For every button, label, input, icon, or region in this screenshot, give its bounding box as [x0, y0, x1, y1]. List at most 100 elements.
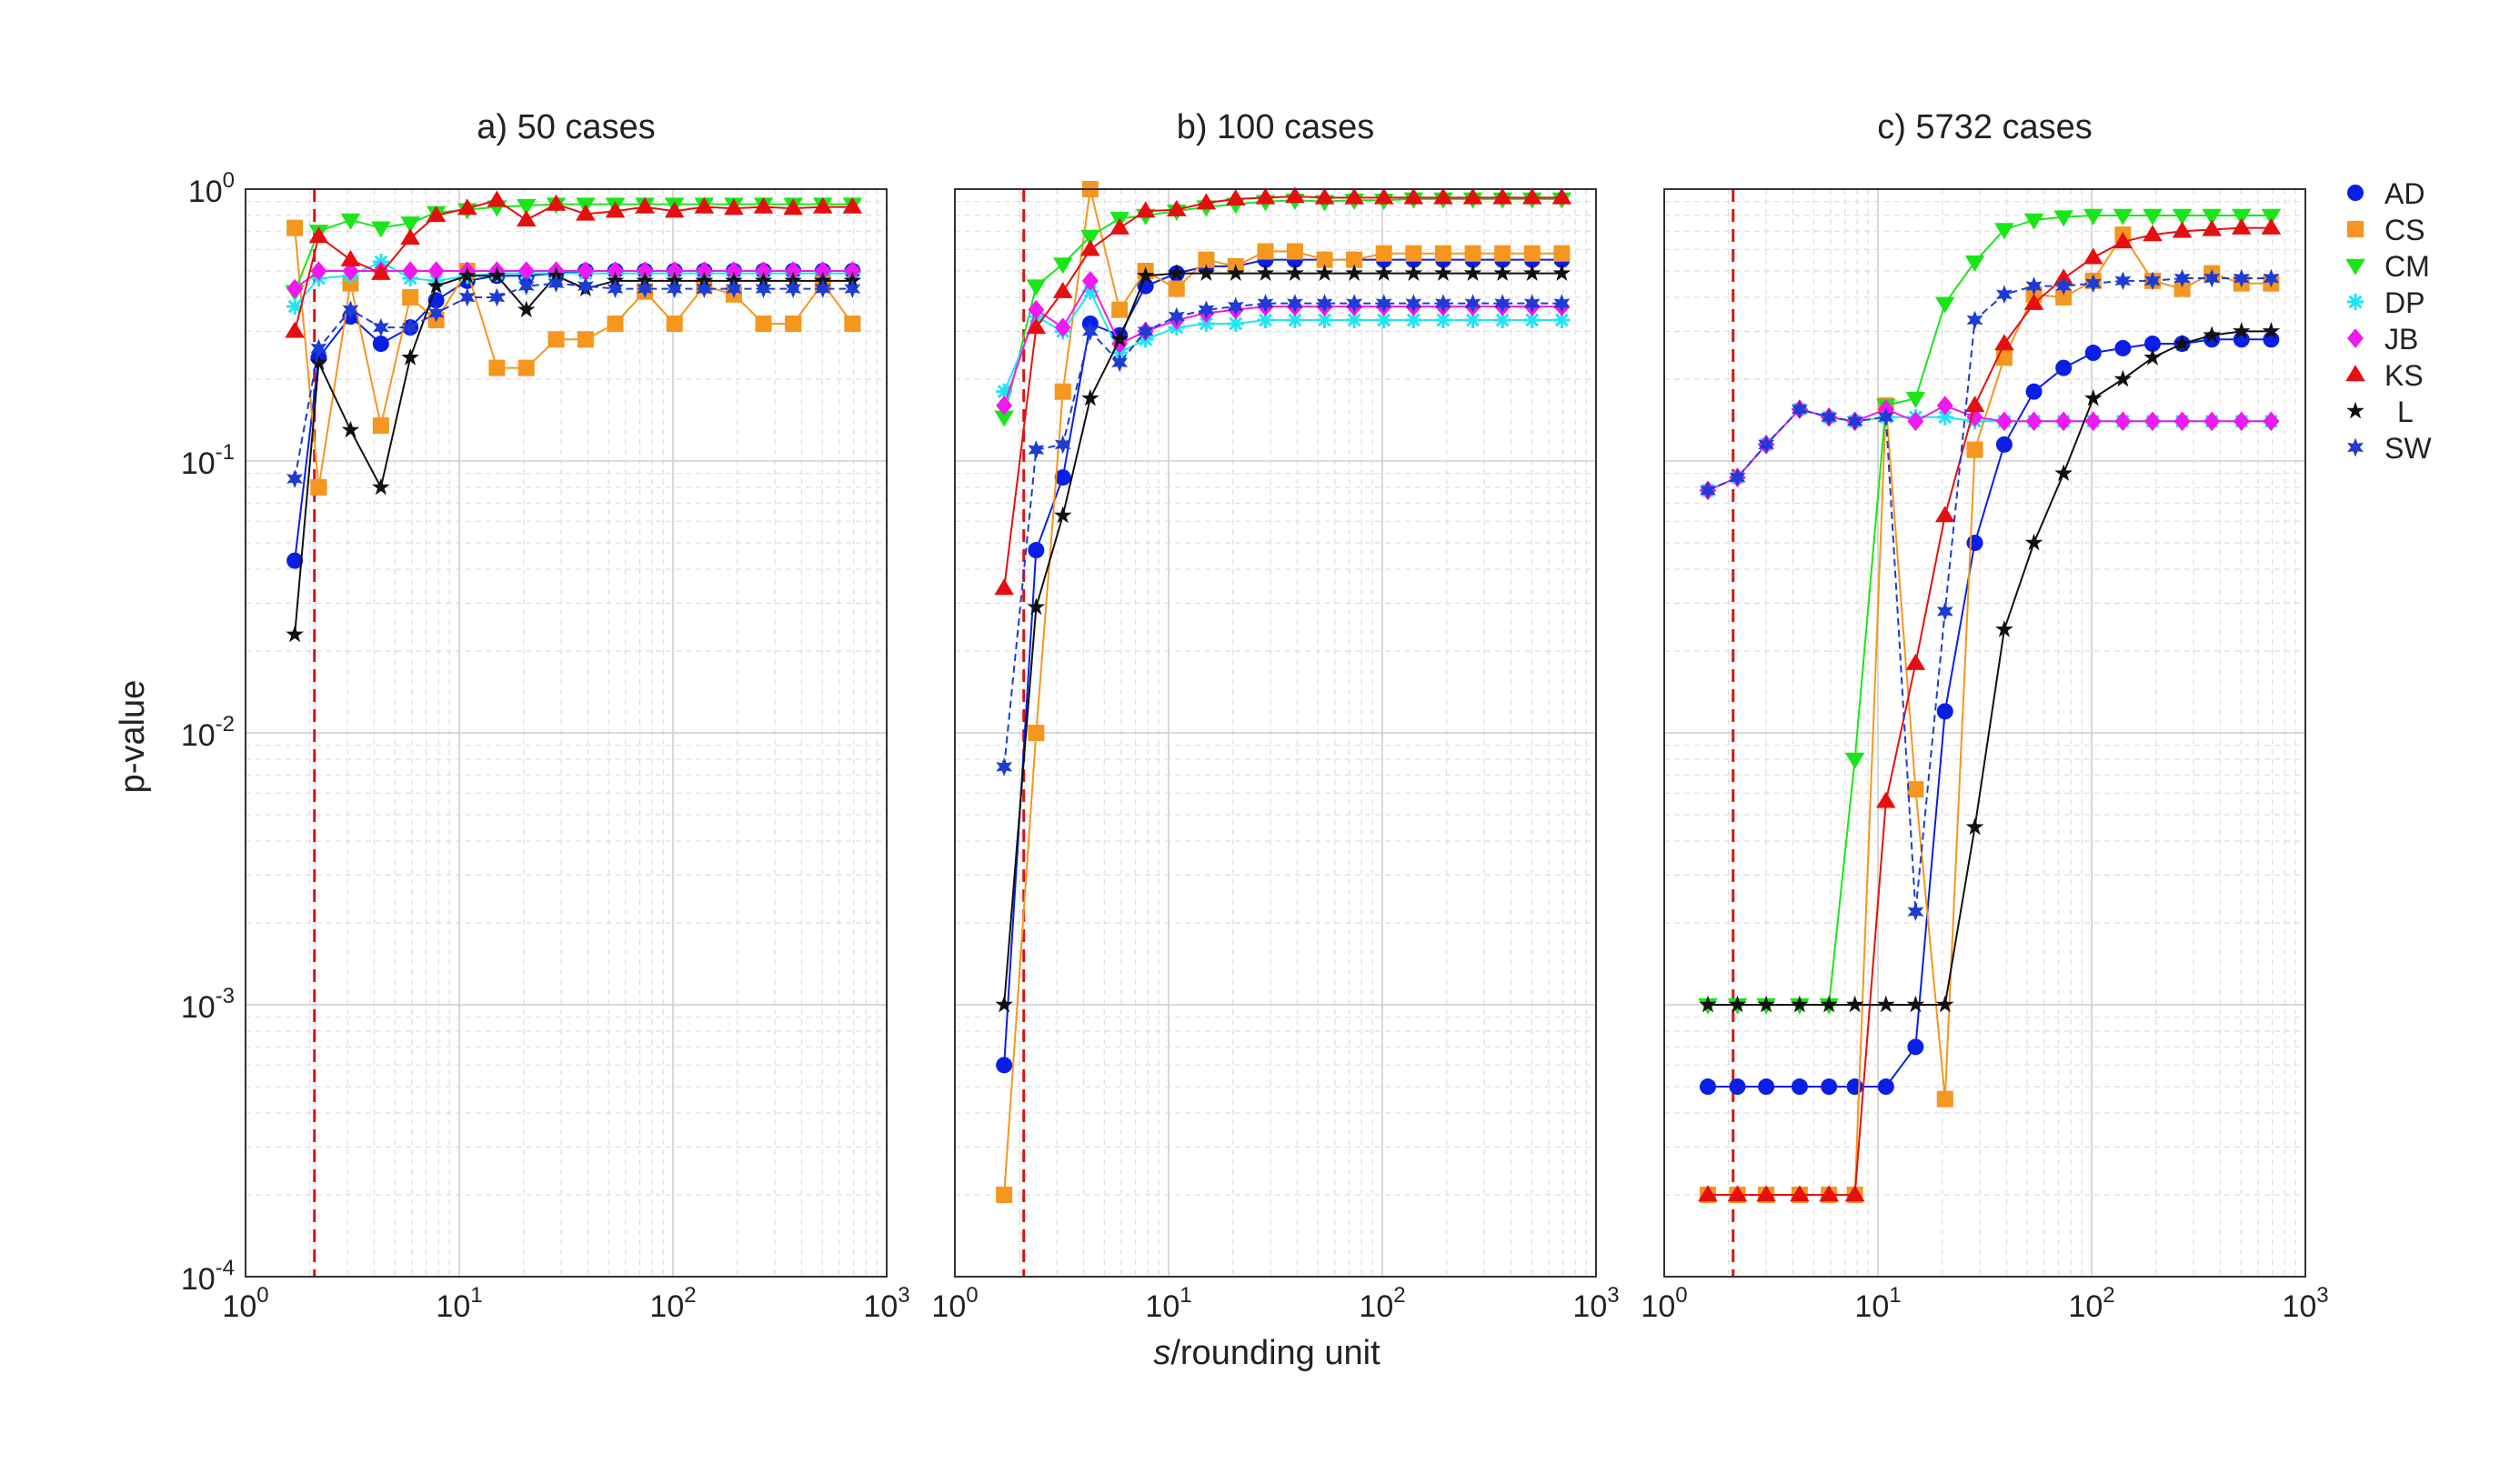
legend-marker-CS: [2347, 221, 2364, 237]
data-point-SW: [1995, 285, 2013, 305]
data-point-L: [1820, 995, 1838, 1013]
data-point-L: [341, 420, 360, 438]
data-point-L: [2024, 533, 2043, 551]
x-axis-label: s/rounding unit: [1153, 1334, 1380, 1372]
data-point-KS: [2143, 225, 2163, 242]
data-point-L: [1906, 995, 1925, 1013]
data-point-L: [1226, 264, 1245, 282]
data-point-CM: [2083, 208, 2103, 226]
legend-item-DP: DP: [2347, 286, 2425, 319]
x-tick-label: 102: [2068, 1283, 2114, 1324]
series-L: [995, 264, 1571, 1013]
series-SW: [1700, 268, 2280, 921]
data-point-JB: [2174, 411, 2191, 432]
data-point-CS: [577, 331, 594, 348]
data-point-CM: [371, 221, 391, 238]
data-point-JB: [2114, 411, 2132, 432]
data-point-SW: [1791, 399, 1808, 419]
series-line-AD: [1003, 258, 1562, 1066]
data-point-L: [401, 347, 419, 366]
data-point-AD: [2144, 336, 2161, 353]
data-point-CS: [607, 315, 624, 332]
data-point-DP: [1936, 408, 1953, 426]
y-tick-base: 10: [181, 990, 216, 1025]
legend-label: DP: [2384, 286, 2425, 319]
data-point-L: [1493, 264, 1511, 282]
y-tick-base: 10: [181, 446, 216, 481]
legend-label: KS: [2384, 359, 2424, 392]
data-point-L: [517, 300, 536, 318]
data-point-KS: [842, 196, 863, 214]
data-point-KS: [1255, 187, 1276, 205]
data-point-L: [1522, 264, 1541, 282]
data-point-SW: [1375, 294, 1392, 313]
data-point-CS: [666, 315, 683, 332]
x-tick-base: 10: [863, 1289, 898, 1324]
data-point-KS: [1790, 1185, 1810, 1202]
data-point-SW: [785, 279, 802, 298]
legend-item-CM: CM: [2345, 250, 2430, 283]
data-point-JB: [1936, 396, 1953, 416]
data-point-SW: [2174, 268, 2191, 288]
x-tick-label: 102: [1359, 1283, 1405, 1324]
data-point-L: [286, 625, 304, 643]
series-line-SW: [1003, 302, 1562, 767]
series-AD: [1699, 331, 2280, 1096]
plot-frame: [954, 188, 1597, 1278]
data-point-JB: [310, 261, 327, 281]
data-point-SW: [844, 279, 861, 298]
y-tick-label: 10-1: [181, 440, 235, 481]
data-point-SW: [1907, 902, 1924, 921]
panel-title: a) 50 cases: [477, 108, 655, 146]
data-point-CM: [1052, 257, 1073, 275]
data-point-CM: [994, 410, 1014, 427]
data-point-KS: [605, 201, 626, 218]
x-tick-label: 101: [436, 1283, 482, 1324]
x-tick-base: 10: [1145, 1289, 1180, 1324]
data-point-L: [309, 353, 328, 371]
series-SW: [996, 294, 1571, 777]
data-point-CM: [1080, 229, 1100, 246]
data-point-JB: [1081, 271, 1099, 291]
data-point-KS: [1844, 1185, 1865, 1202]
data-point-JB: [666, 261, 683, 281]
y-tick-exponent: -4: [216, 1256, 235, 1280]
data-point-SW: [666, 279, 683, 298]
x-tick-label: 101: [1145, 1283, 1191, 1324]
x-tick-base: 10: [1572, 1289, 1607, 1324]
data-point-SW: [427, 303, 445, 323]
data-point-KS: [1994, 334, 2014, 351]
data-point-CM: [2202, 208, 2222, 226]
data-point-KS: [1521, 187, 1542, 205]
data-point-KS: [1109, 217, 1129, 235]
data-point-JB: [844, 261, 861, 281]
data-point-KS: [285, 321, 305, 338]
data-point-JB: [696, 261, 713, 281]
x-axis-label-rest: /rounding unit: [1170, 1334, 1380, 1372]
data-point-CS: [488, 359, 506, 376]
data-point-KS: [783, 198, 803, 216]
data-point-CS: [785, 315, 802, 332]
data-point-KS: [994, 578, 1014, 596]
series-line-KS: [1707, 226, 2272, 1196]
data-point-KS: [1052, 281, 1073, 298]
data-point-L: [1552, 264, 1571, 282]
data-point-L: [2203, 326, 2221, 344]
data-point-AD: [372, 336, 389, 353]
x-tick-base: 10: [2282, 1289, 2316, 1324]
data-point-KS: [1492, 187, 1512, 205]
data-point-AD: [286, 552, 304, 569]
data-point-CS: [1405, 245, 1422, 262]
legend-marker-AD: [2347, 185, 2364, 201]
data-point-L: [1053, 506, 1072, 524]
panel-title: c) 5732 cases: [1877, 108, 2093, 146]
data-point-CM: [2231, 208, 2252, 226]
data-point-KS: [308, 226, 329, 244]
data-point-L: [2083, 388, 2103, 406]
x-tick-base: 10: [931, 1289, 966, 1324]
legend-label: L: [2397, 396, 2414, 428]
data-point-L: [2113, 369, 2133, 387]
data-point-CS: [547, 331, 565, 348]
data-point-KS: [635, 196, 655, 214]
